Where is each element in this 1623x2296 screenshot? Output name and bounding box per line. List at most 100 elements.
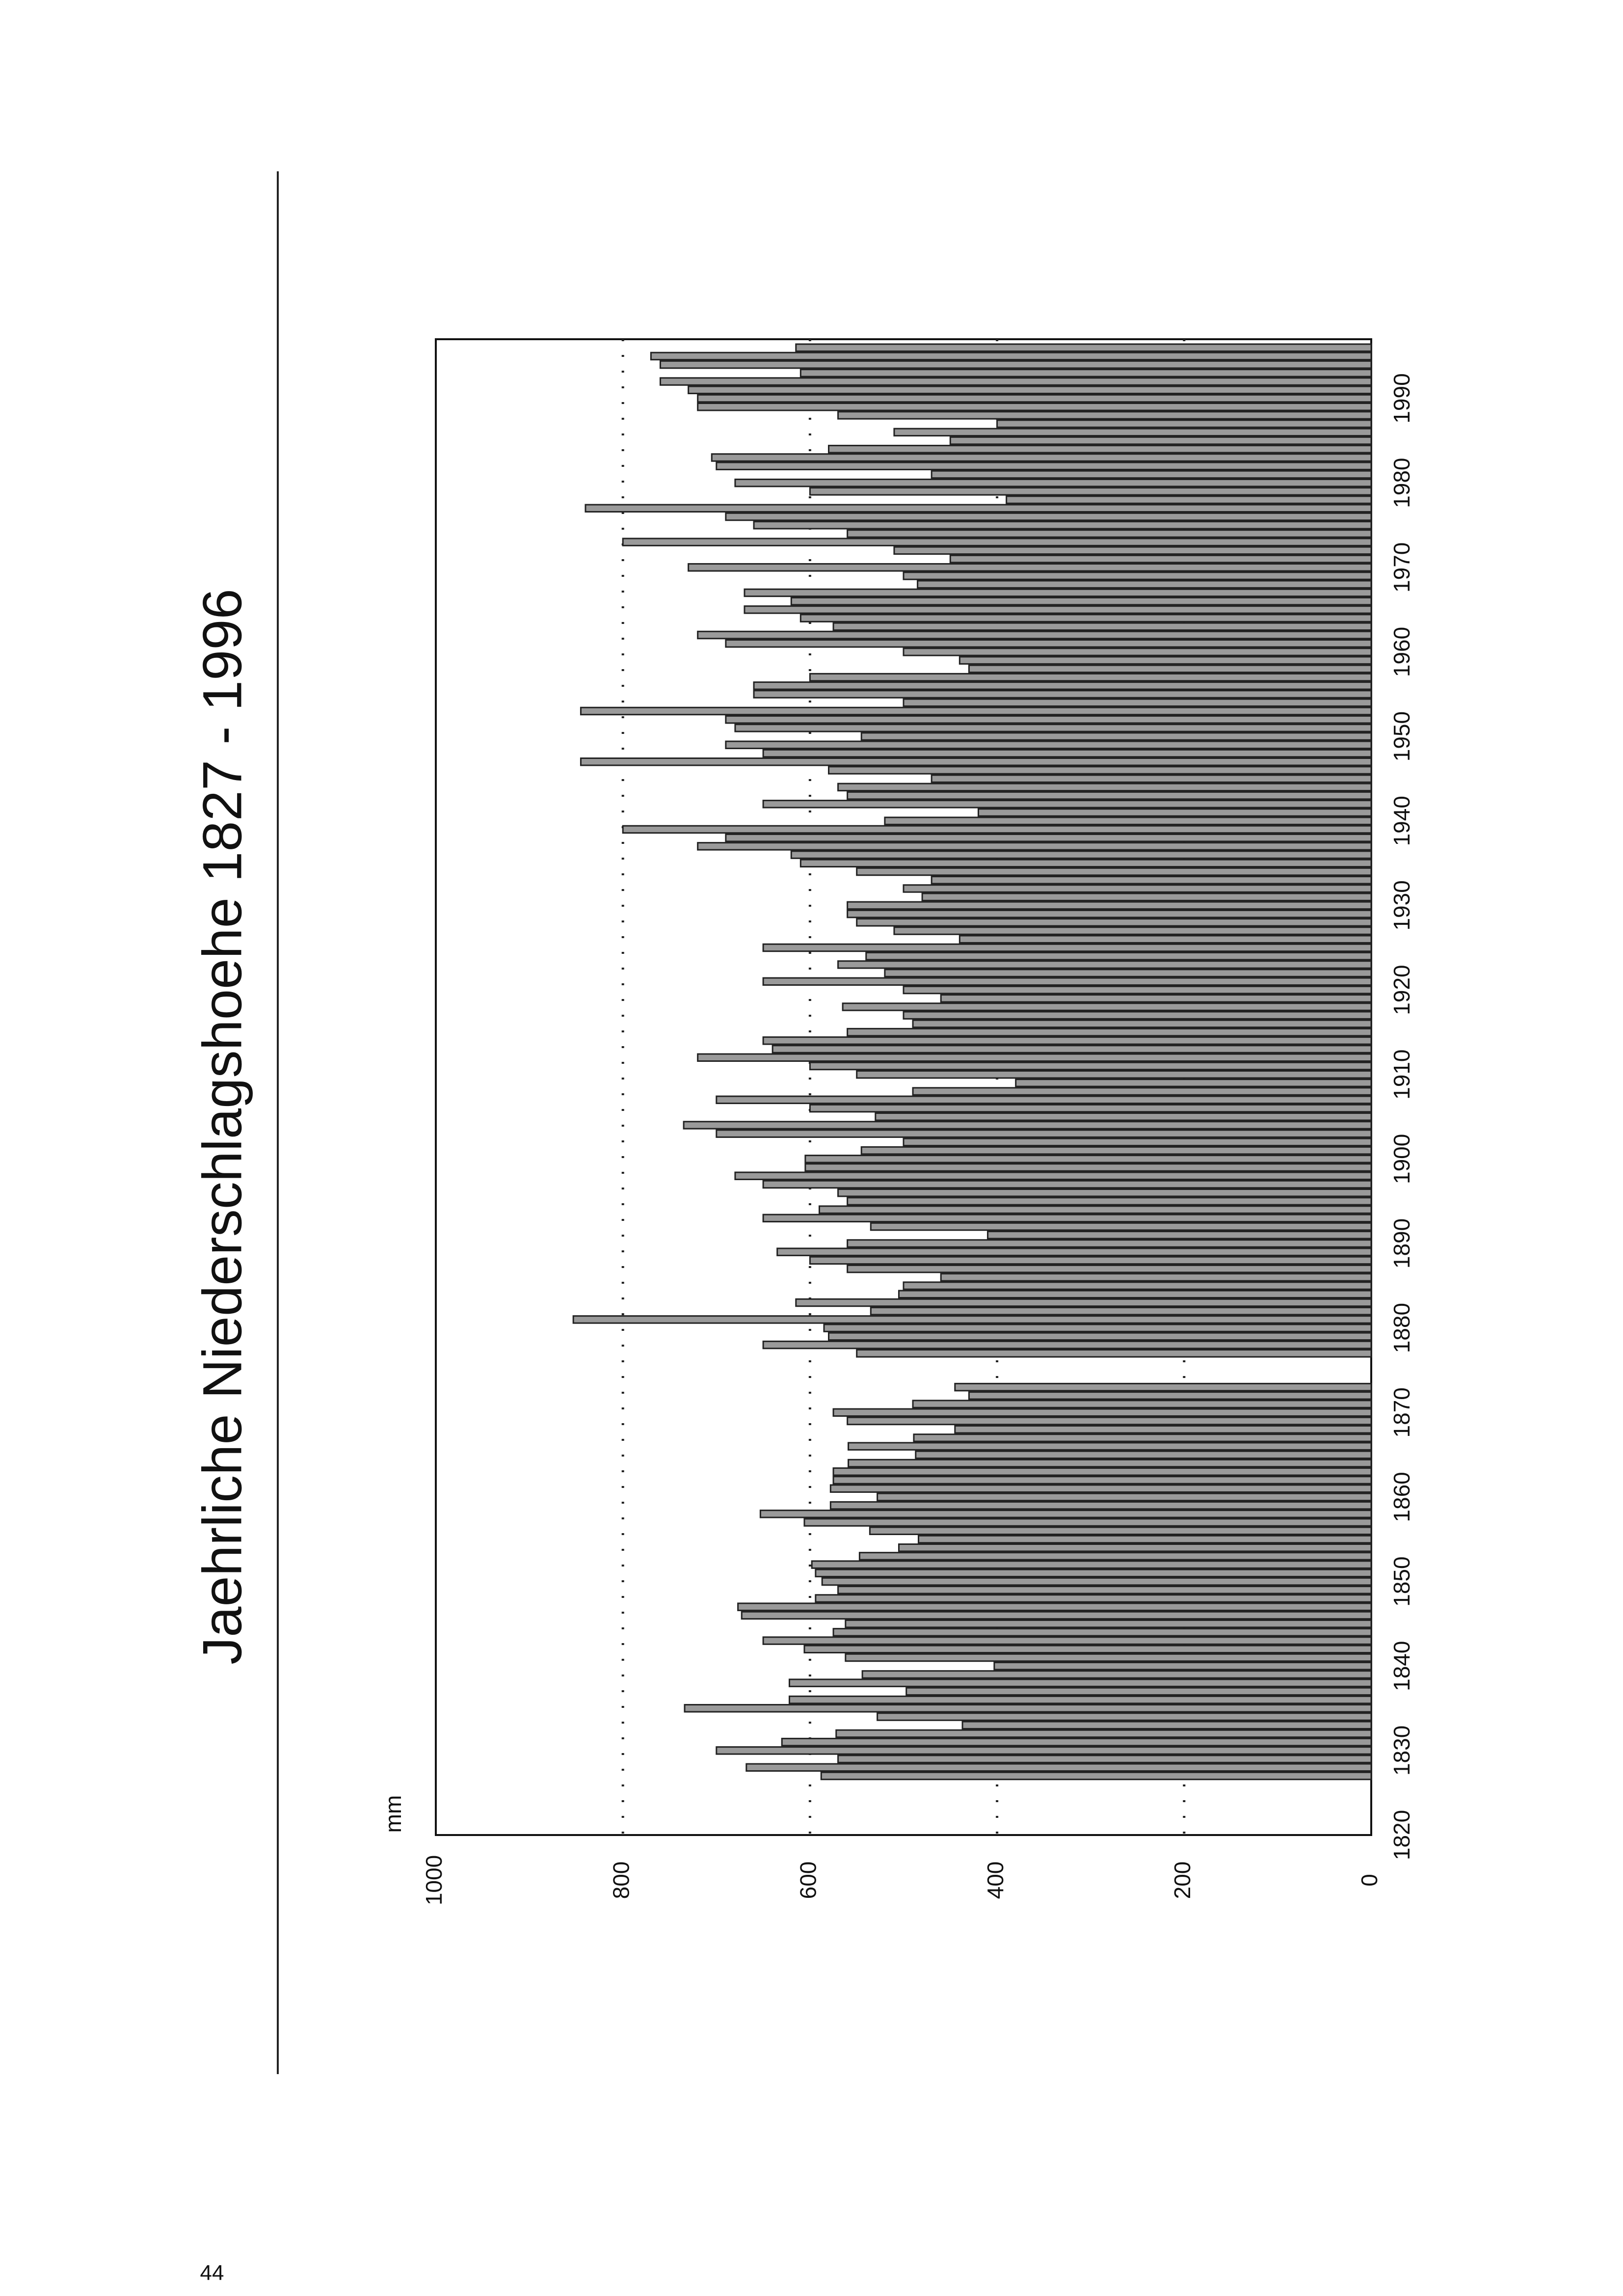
- bar: [884, 969, 1372, 977]
- bar: [762, 943, 1372, 952]
- bar: [759, 1510, 1372, 1518]
- bar: [877, 1712, 1372, 1721]
- bar: [799, 859, 1372, 868]
- bar: [968, 1391, 1372, 1400]
- year-tick-label: 1930: [1389, 880, 1414, 930]
- bar: [809, 1256, 1372, 1265]
- bar: [818, 1205, 1372, 1214]
- bar: [829, 1501, 1372, 1510]
- bar: [804, 1163, 1372, 1172]
- bar: [917, 1535, 1372, 1544]
- bar: [903, 1137, 1372, 1147]
- bar: [860, 1146, 1372, 1155]
- bar: [790, 596, 1372, 606]
- bar: [622, 825, 1372, 834]
- bar: [809, 673, 1372, 682]
- bar: [815, 1594, 1372, 1603]
- bar: [875, 1112, 1372, 1121]
- bar: [688, 563, 1372, 572]
- bar: [762, 1214, 1372, 1223]
- bar: [931, 774, 1372, 783]
- bar: [847, 1197, 1372, 1206]
- bar: [858, 1552, 1372, 1561]
- bar: [1015, 1079, 1372, 1087]
- bar: [753, 690, 1372, 699]
- bar: [996, 419, 1372, 428]
- bar: [744, 588, 1372, 597]
- value-tick-label: 200: [1170, 1862, 1195, 1899]
- bar: [993, 1661, 1372, 1671]
- value-tick-label: 800: [608, 1862, 634, 1899]
- bar: [903, 884, 1372, 893]
- bar: [845, 1653, 1372, 1662]
- bar: [837, 1188, 1372, 1197]
- bar: [585, 504, 1372, 513]
- bar: [790, 850, 1372, 859]
- bar: [734, 478, 1372, 487]
- bar: [716, 461, 1372, 470]
- bar: [940, 1273, 1372, 1282]
- bar: [697, 1053, 1372, 1062]
- year-tick-label: 1960: [1389, 627, 1414, 677]
- bar: [837, 783, 1372, 792]
- year-tick-label: 1970: [1389, 542, 1414, 593]
- bar: [762, 1636, 1372, 1645]
- bar: [832, 1467, 1372, 1476]
- bar: [837, 960, 1372, 969]
- bar: [905, 1687, 1372, 1696]
- bar: [803, 1645, 1372, 1654]
- bar: [893, 926, 1372, 935]
- value-tick-label: 400: [983, 1862, 1008, 1899]
- bar: [913, 1433, 1372, 1442]
- bar: [893, 546, 1372, 555]
- bar: [847, 1239, 1372, 1248]
- bar: [903, 648, 1372, 656]
- year-tick-label: 1820: [1389, 1810, 1414, 1860]
- bar: [650, 351, 1372, 361]
- bar: [697, 842, 1372, 851]
- bar: [931, 470, 1372, 479]
- bar: [837, 1755, 1372, 1763]
- bar: [820, 1771, 1372, 1781]
- bar: [753, 520, 1372, 530]
- bar: [762, 1180, 1372, 1189]
- bar: [762, 1340, 1372, 1350]
- bar: [898, 1543, 1372, 1552]
- bar: [903, 1281, 1372, 1290]
- bar: [745, 1763, 1372, 1772]
- bar: [903, 1011, 1372, 1020]
- bar: [580, 757, 1372, 766]
- year-tick-label: 1990: [1389, 373, 1414, 423]
- bar: [795, 343, 1372, 352]
- chart-title: Jaehrliche Niederschlagshoehe 1827 - 199…: [192, 589, 253, 1665]
- bar: [912, 1019, 1372, 1028]
- bar: [847, 1416, 1372, 1426]
- bar: [684, 1704, 1372, 1713]
- bar: [912, 1400, 1372, 1408]
- value-tick-label: 0: [1357, 1874, 1382, 1887]
- year-tick-label: 1940: [1389, 796, 1414, 846]
- bar: [847, 901, 1372, 910]
- bar: [762, 1036, 1372, 1045]
- bar: [659, 360, 1372, 369]
- bar: [860, 732, 1372, 741]
- year-tick-label: 1870: [1389, 1387, 1414, 1437]
- bar: [877, 1492, 1372, 1502]
- year-tick-label: 1840: [1389, 1641, 1414, 1691]
- bar: [915, 1450, 1372, 1459]
- bar: [823, 1324, 1372, 1332]
- year-tick-label: 1850: [1389, 1556, 1414, 1606]
- bar: [799, 614, 1372, 622]
- bar: [828, 766, 1372, 775]
- bar: [869, 1526, 1372, 1536]
- year-tick-label: 1860: [1389, 1472, 1414, 1522]
- bar: [921, 892, 1372, 901]
- bar: [884, 816, 1372, 825]
- bar: [809, 1061, 1372, 1071]
- bar: [848, 1459, 1372, 1468]
- bar: [837, 1586, 1372, 1594]
- bar: [697, 630, 1372, 640]
- bar: [958, 935, 1372, 944]
- bar: [788, 1678, 1372, 1687]
